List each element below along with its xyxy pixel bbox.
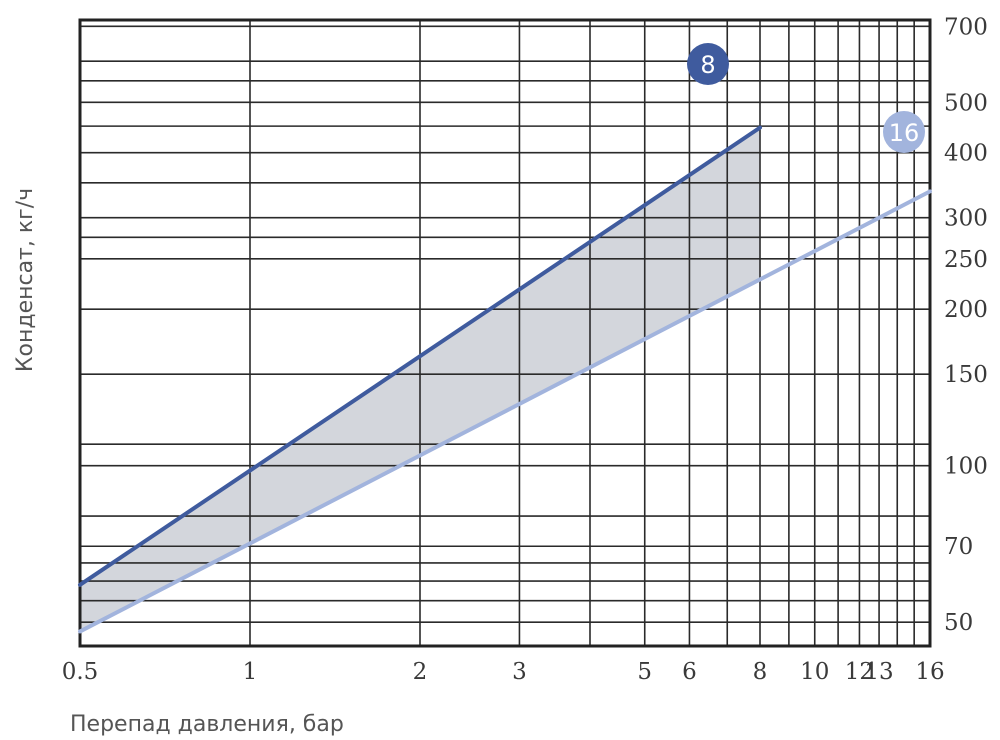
x-tick-label-1: 1: [243, 659, 258, 685]
x-tick-label-4: 5: [637, 659, 652, 685]
x-tick-label-3: 3: [512, 659, 527, 685]
series-line-8: [78, 125, 762, 587]
series-badge-8: [687, 43, 729, 85]
x-tick-label-6: 8: [753, 659, 768, 685]
y-tick-label-2: 100: [944, 454, 988, 480]
x-tick-label-9: 13: [864, 659, 893, 685]
y-tick-label-1: 70: [944, 534, 973, 560]
plot-frame: [78, 18, 932, 648]
x-tick-label-10: 16: [915, 659, 944, 685]
series-badge-label-8: 8: [700, 51, 715, 79]
x-tick-label-8: 12: [845, 659, 874, 685]
series-badge-label-16: 16: [889, 119, 920, 147]
y-tick-label-6: 300: [944, 206, 988, 232]
x-tick-label-7: 10: [800, 659, 829, 685]
y-tick-label-5: 250: [944, 247, 988, 273]
y-axis-title: Конденсат, кг/ч: [13, 188, 38, 372]
x-tick-label-0: 0.5: [62, 659, 99, 685]
x-tick-label-2: 2: [413, 659, 428, 685]
x-axis-title: Перепад давления, бар: [70, 712, 344, 737]
y-tick-label-9: 700: [944, 14, 988, 40]
y-tick-label-3: 150: [944, 362, 988, 388]
series-line-16: [78, 189, 932, 634]
y-tick-label-8: 500: [944, 90, 988, 116]
series-badge-16: [883, 111, 925, 153]
x-tick-label-5: 6: [682, 659, 697, 685]
y-tick-label-7: 400: [944, 141, 988, 167]
y-tick-label-0: 50: [944, 610, 973, 636]
y-tick-label-4: 200: [944, 297, 988, 323]
